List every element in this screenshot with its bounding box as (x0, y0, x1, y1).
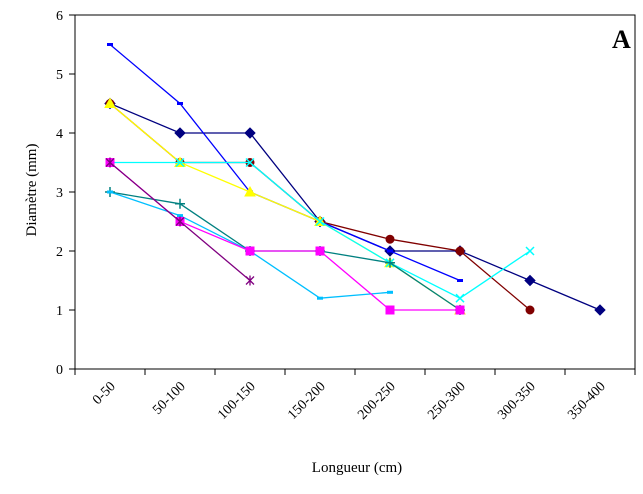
series-line (109, 103, 531, 311)
data-point (177, 214, 183, 218)
x-tick-label: 300-350 (495, 379, 539, 423)
data-point (244, 127, 256, 139)
data-point (455, 305, 465, 315)
data-point (387, 249, 393, 253)
data-point (594, 304, 606, 316)
data-point (524, 274, 536, 287)
x-tick-label: 0-50 (90, 379, 119, 408)
data-point (315, 246, 325, 256)
series-5 (105, 157, 535, 303)
data-point (177, 102, 183, 105)
series-line (109, 162, 460, 311)
data-point (317, 296, 323, 300)
x-tick-label: 100-150 (215, 379, 259, 423)
y-tick-label: 1 (56, 304, 63, 319)
data-point (385, 234, 395, 244)
data-point (385, 305, 395, 315)
data-point (245, 275, 255, 286)
axes-group: 0 1 2 3 4 5 6 0-50 50-100 100-150 150-200 200-250 25… (56, 9, 636, 423)
data-point (175, 198, 185, 209)
series-2 (105, 99, 535, 315)
y-tick-label: 0 (56, 363, 63, 378)
x-tick-label: 250-300 (425, 379, 469, 423)
data-point (245, 246, 255, 256)
x-tick-label: 150-200 (285, 379, 329, 423)
y-tick-label: 5 (56, 68, 63, 83)
data-point (525, 305, 535, 315)
x-tick-label: 50-100 (150, 379, 189, 418)
data-point (107, 190, 113, 194)
series-group (104, 43, 606, 316)
series-line (110, 161, 531, 299)
data-point (175, 216, 185, 227)
panel-letter: A (612, 25, 631, 54)
y-axis-title: Diamètre (mm) (24, 144, 40, 237)
data-point (174, 127, 186, 139)
y-tick-label: 6 (56, 9, 63, 24)
data-point (315, 216, 325, 227)
data-point (245, 157, 255, 168)
data-point (387, 290, 393, 294)
y-tick-label: 2 (56, 245, 63, 260)
data-point (455, 293, 465, 303)
y-tick-label: 3 (56, 186, 63, 201)
series-4 (104, 97, 466, 315)
data-point (455, 246, 465, 256)
data-point (104, 97, 116, 108)
data-point (525, 246, 535, 256)
plot-area-frame (74, 14, 636, 370)
x-axis-title: Longueur (cm) (312, 460, 402, 476)
data-point (105, 157, 115, 168)
x-tick-label: 350-400 (565, 379, 609, 423)
series-8 (105, 158, 465, 315)
data-point (175, 157, 185, 168)
data-point (107, 43, 113, 46)
data-point (457, 279, 463, 282)
data-point (244, 185, 256, 197)
x-tick-label: 200-250 (355, 379, 399, 423)
data-point (385, 257, 395, 268)
y-tick-label: 4 (56, 127, 63, 142)
series-9 (105, 157, 255, 286)
